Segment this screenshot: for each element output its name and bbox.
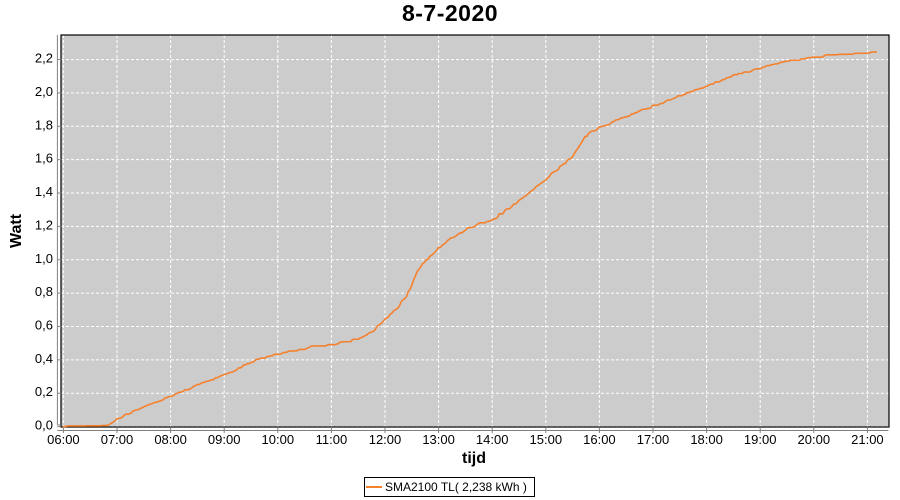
- svg-text:08:00: 08:00: [154, 432, 187, 447]
- svg-text:06:00: 06:00: [47, 432, 80, 447]
- svg-text:19:00: 19:00: [744, 432, 777, 447]
- svg-text:1,0: 1,0: [35, 251, 53, 266]
- svg-text:0,8: 0,8: [35, 284, 53, 299]
- svg-text:1,2: 1,2: [35, 217, 53, 232]
- svg-text:17:00: 17:00: [637, 432, 670, 447]
- svg-text:16:00: 16:00: [583, 432, 616, 447]
- svg-text:15:00: 15:00: [530, 432, 563, 447]
- svg-text:0,6: 0,6: [35, 318, 53, 333]
- svg-text:07:00: 07:00: [101, 432, 134, 447]
- svg-text:0,2: 0,2: [35, 384, 53, 399]
- svg-text:10:00: 10:00: [262, 432, 295, 447]
- svg-text:12:00: 12:00: [369, 432, 402, 447]
- svg-text:1,8: 1,8: [35, 117, 53, 132]
- svg-text:2,2: 2,2: [35, 51, 53, 66]
- svg-text:18:00: 18:00: [690, 432, 723, 447]
- svg-text:21:00: 21:00: [851, 432, 884, 447]
- svg-text:11:00: 11:00: [316, 432, 348, 447]
- svg-text:13:00: 13:00: [422, 432, 455, 447]
- svg-text:0,4: 0,4: [35, 351, 53, 366]
- svg-text:14:00: 14:00: [476, 432, 509, 447]
- svg-text:1,6: 1,6: [35, 151, 53, 166]
- svg-text:1,4: 1,4: [35, 184, 53, 199]
- svg-text:20:00: 20:00: [798, 432, 831, 447]
- svg-text:0,0: 0,0: [35, 418, 53, 433]
- svg-text:2,0: 2,0: [35, 84, 53, 99]
- svg-text:09:00: 09:00: [208, 432, 241, 447]
